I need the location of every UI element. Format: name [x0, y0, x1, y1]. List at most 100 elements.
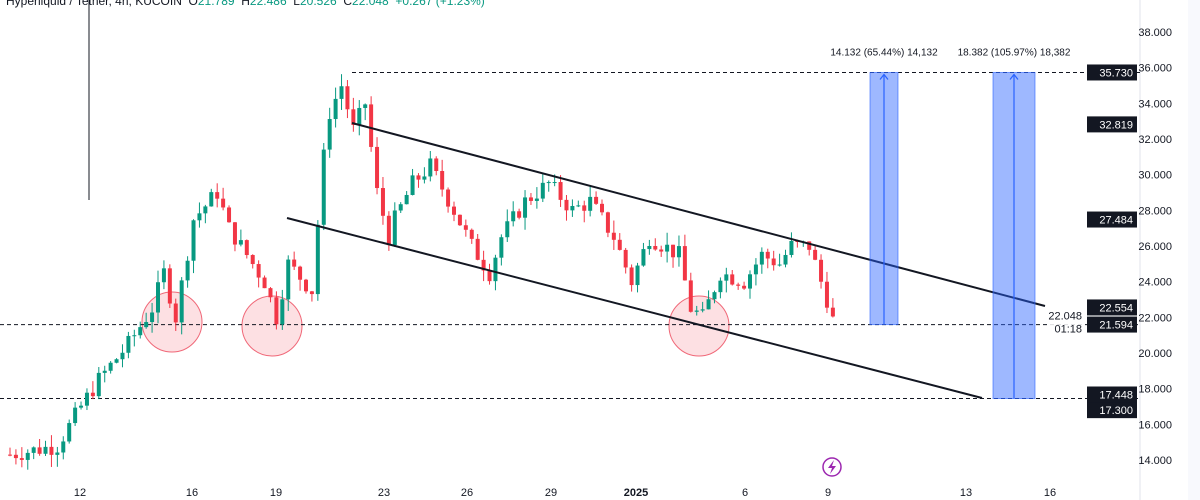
candle-body — [428, 158, 433, 177]
candle-body — [819, 259, 824, 282]
price-label: 35.730 — [1099, 67, 1133, 79]
candle-body — [327, 119, 332, 150]
candle-body — [688, 280, 693, 312]
candle-body — [546, 182, 551, 184]
candle-body — [452, 206, 456, 215]
y-tick-label: 32.000 — [1138, 134, 1172, 146]
channel-lower-trendline[interactable] — [286, 217, 983, 399]
candle-body — [61, 441, 66, 453]
candle-body — [475, 238, 480, 260]
candle-body — [576, 205, 581, 207]
candle-body — [718, 280, 723, 293]
candle-body — [274, 297, 279, 325]
candle-body — [55, 452, 60, 455]
y-tick-label: 14.000 — [1138, 455, 1172, 467]
candle-body — [469, 229, 474, 239]
x-tick-label: 2025 — [624, 487, 648, 499]
candle-body — [304, 279, 308, 292]
candle-body — [268, 288, 273, 298]
change-value: +0.267 (+1.23%) — [395, 0, 485, 8]
candle-body — [31, 447, 36, 453]
candle-body — [351, 109, 356, 125]
candle-body — [517, 211, 522, 218]
candle-body — [511, 211, 516, 222]
candle-body — [179, 280, 184, 323]
price-label-badge — [1087, 316, 1137, 333]
price-label: 17.300 — [1099, 405, 1133, 417]
measure-arrow-head-icon — [1009, 73, 1019, 80]
candle-body — [49, 446, 54, 455]
candle-body — [369, 104, 374, 147]
price-label: 17.448 — [1099, 390, 1133, 402]
measure-label: 18.382 (105.97%) 18,382 — [958, 47, 1071, 58]
candle-body — [280, 299, 285, 325]
price-label-badge — [1087, 299, 1137, 316]
candle-body — [380, 188, 385, 216]
candle-body — [700, 309, 705, 311]
candle-body — [339, 86, 344, 99]
measure-arrow-head-icon — [879, 73, 889, 80]
candle-body — [505, 221, 510, 238]
channel-upper-trendline[interactable] — [351, 122, 1046, 307]
price-label-badge — [1087, 211, 1137, 228]
candle-body — [570, 205, 575, 211]
candle-body — [588, 196, 593, 211]
candle-body — [682, 246, 687, 281]
candle-body — [108, 362, 113, 371]
candle-body — [13, 454, 18, 459]
open-label: O — [188, 0, 198, 8]
candle-body — [777, 264, 782, 266]
candle-body — [783, 254, 788, 265]
y-tick-label: 38.000 — [1138, 27, 1172, 39]
candle-body — [126, 335, 131, 353]
x-tick-label: 13 — [960, 487, 972, 499]
y-tick-label: 28.000 — [1138, 205, 1172, 217]
symbol-title: Hyperliquid / Tether, 4h, KUCOIN — [6, 0, 182, 8]
price-label-badge — [1087, 64, 1137, 81]
y-tick-label: 36.000 — [1138, 63, 1172, 75]
candle-body — [250, 255, 255, 265]
candle-body — [759, 251, 764, 265]
candle-body — [298, 266, 303, 280]
price-label-badge — [1087, 116, 1137, 133]
bar-countdown-label: 01:18 — [1054, 323, 1082, 335]
candle-body — [653, 245, 658, 250]
candle-body — [830, 307, 835, 317]
candle-body — [392, 210, 397, 246]
low-label: L — [293, 0, 300, 8]
candle-body — [647, 245, 652, 250]
candle-body — [25, 452, 30, 460]
low-value: 20.526 — [299, 0, 337, 8]
candle-body — [641, 249, 646, 266]
candle-body — [84, 392, 89, 406]
candle-body — [67, 423, 72, 442]
candle-body — [114, 359, 119, 363]
close-label: C — [343, 0, 353, 8]
y-tick-label: 22.000 — [1138, 312, 1172, 324]
candle-body — [209, 192, 214, 207]
lightning-icon[interactable] — [822, 457, 842, 477]
candle-body — [19, 458, 24, 460]
price-label-badge — [1087, 386, 1137, 403]
candle-body — [665, 244, 670, 252]
x-tick-label: 29 — [545, 487, 557, 499]
candle-body — [363, 104, 368, 108]
candle-body — [706, 299, 711, 310]
candle-body — [824, 281, 829, 308]
high-value: 22.486 — [249, 0, 287, 8]
candle-body — [499, 237, 504, 258]
candle-body — [173, 303, 178, 323]
support-circle-highlight — [241, 295, 303, 357]
measure-label: 14.132 (65.44%) 14,132 — [830, 47, 938, 58]
candle-body — [594, 196, 599, 204]
candle-body — [79, 405, 84, 408]
candle-body — [292, 259, 297, 267]
candle-body — [463, 225, 468, 230]
candle-body — [150, 312, 155, 323]
y-tick-label: 34.000 — [1138, 98, 1172, 110]
open-value: 21.789 — [197, 0, 235, 8]
right-panel-strip — [1188, 0, 1200, 500]
candle-body — [635, 265, 640, 286]
candle-body — [617, 239, 622, 250]
